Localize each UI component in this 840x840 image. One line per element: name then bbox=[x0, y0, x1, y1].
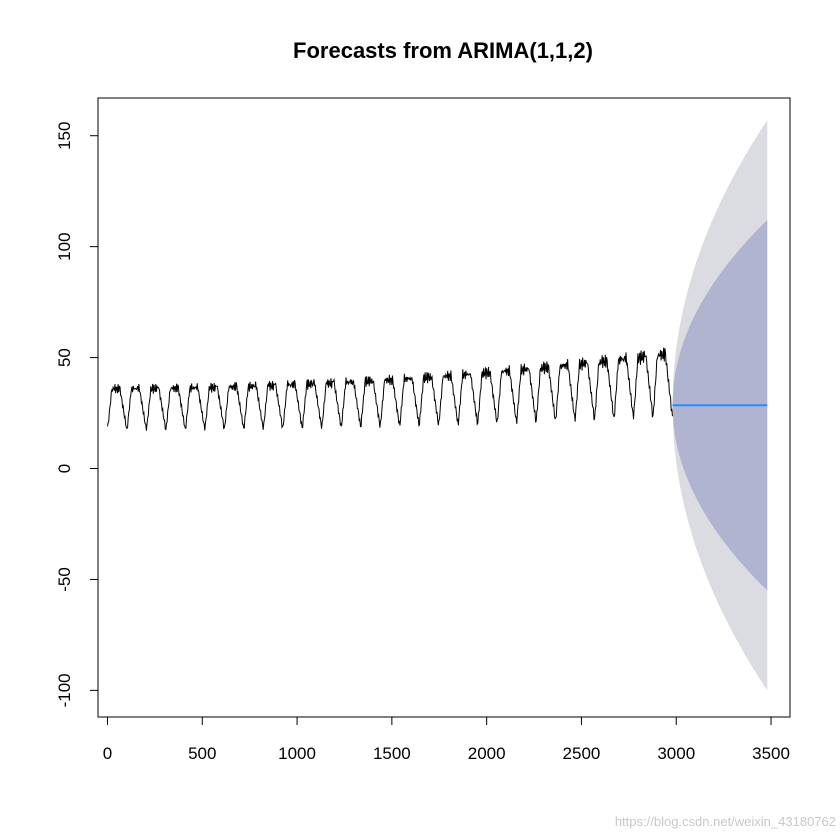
x-tick-label: 3500 bbox=[752, 744, 790, 763]
x-tick-label: 0 bbox=[103, 744, 112, 763]
x-tick-label: 1000 bbox=[278, 744, 316, 763]
x-tick-label: 2500 bbox=[563, 744, 601, 763]
x-axis: 0 500 1000 1500 2000 2500 3000 3500 bbox=[103, 716, 790, 763]
y-tick-label: 0 bbox=[55, 464, 74, 473]
watermark: https://blog.csdn.net/weixin_43180762 bbox=[615, 814, 836, 829]
y-tick-label: -50 bbox=[55, 567, 74, 592]
series-group bbox=[106, 347, 768, 431]
y-tick-label: 50 bbox=[55, 348, 74, 367]
x-tick-label: 1500 bbox=[373, 744, 411, 763]
y-tick-label: 150 bbox=[55, 122, 74, 150]
x-tick-label: 500 bbox=[188, 744, 216, 763]
y-axis: -100 -50 0 50 100 150 bbox=[55, 122, 99, 707]
x-tick-label: 2000 bbox=[468, 744, 506, 763]
y-tick-label: -100 bbox=[55, 673, 74, 707]
y-tick-label: 100 bbox=[55, 232, 74, 260]
series-line-observed bbox=[106, 347, 673, 431]
chart-title: Forecasts from ARIMA(1,1,2) bbox=[293, 38, 593, 63]
x-tick-label: 3000 bbox=[657, 744, 695, 763]
